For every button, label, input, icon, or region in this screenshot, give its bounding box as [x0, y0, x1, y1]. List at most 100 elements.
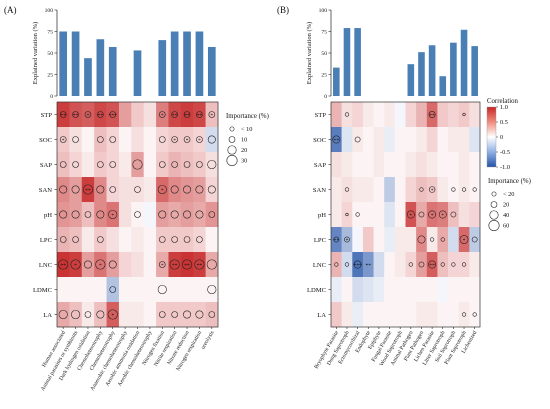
heatmap-cell: [341, 277, 353, 303]
heatmap-cell: [180, 152, 194, 178]
importance-circle: [429, 237, 435, 242]
importance-circle: [208, 311, 216, 318]
heatmap-cell: [81, 227, 95, 253]
heatmap-cell: [81, 177, 95, 203]
heatmap-cell: [373, 252, 385, 278]
heatmap-cell: [341, 302, 353, 328]
significance-stars: *: [99, 263, 102, 269]
importance-circle: [428, 111, 436, 118]
heatmap-row-label: LNC: [39, 262, 53, 269]
heatmap-cell: [426, 277, 438, 303]
heatmap-cell: [180, 127, 194, 153]
importance-circle: [171, 111, 178, 118]
bar-y-axis-label: Explained variation (%): [32, 22, 39, 84]
importance-circle: [206, 259, 217, 270]
bar: [460, 29, 468, 97]
heatmap-cell: [193, 252, 206, 278]
importance-circle: [451, 262, 456, 267]
heatmap-cell: [394, 302, 406, 328]
heatmap-cell: [118, 277, 132, 303]
heatmap-cell: [81, 252, 95, 278]
heatmap-cell: [448, 227, 460, 253]
importance-circle: [134, 186, 141, 193]
bar: [471, 46, 478, 96]
heatmap-cell: [437, 152, 449, 178]
importance-circle: [96, 310, 105, 319]
importance-legend-circle: [490, 201, 498, 208]
heatmap-cell: [118, 177, 132, 203]
importance-circle: [183, 185, 192, 194]
heatmap-cell: [416, 277, 428, 303]
importance-circle: [417, 235, 426, 244]
significance-stars: **: [85, 188, 91, 194]
heatmap-cell: [416, 152, 428, 178]
heatmap-cell: [168, 152, 182, 178]
heatmap-row-label: LNC: [313, 262, 327, 269]
heatmap-row-label: LA: [43, 312, 52, 319]
heatmap-cell: [118, 102, 132, 128]
heatmap-cell: [81, 152, 95, 178]
heatmap-cell: [458, 152, 470, 178]
heatmap-cell: [331, 252, 342, 278]
importance-circle: [169, 259, 180, 270]
heatmap-cell: [81, 277, 95, 303]
importance-circle: [108, 260, 117, 269]
heatmap-cell: [143, 227, 157, 253]
heatmap-cell: [193, 227, 206, 253]
heatmap-cell: [437, 102, 449, 128]
heatmap-cell: [405, 152, 417, 178]
significance-stars: ***: [109, 113, 118, 119]
heatmap-cell: [106, 252, 120, 278]
significance-stars: *: [173, 138, 176, 144]
heatmap-cell: [131, 202, 144, 228]
bar: [343, 28, 351, 97]
heatmap-cell: [168, 102, 182, 128]
importance-circle: [158, 311, 166, 318]
heatmap-cell: [106, 152, 120, 178]
importance-circle: [332, 135, 341, 144]
heatmap-row-label: SAP: [314, 162, 326, 169]
heatmap-cell: [426, 152, 438, 178]
importance-circle: [471, 236, 478, 243]
heatmap-cell: [469, 102, 481, 128]
panel-letter: (B): [277, 5, 289, 15]
importance-circle: [207, 135, 216, 144]
heatmap-cell: [448, 177, 460, 203]
heatmap-cell: [448, 302, 460, 328]
importance-legend-title: Importance (%): [488, 178, 531, 185]
importance-circle: [59, 236, 67, 243]
bar: [439, 76, 447, 96]
heatmap-cell: [373, 152, 385, 178]
importance-circle: [462, 112, 466, 117]
significance-stars: *: [62, 138, 65, 144]
heatmap-cell: [143, 252, 157, 278]
importance-circle: [208, 111, 216, 118]
heatmap-row-label: SOC: [313, 137, 326, 144]
importance-circle: [183, 310, 192, 319]
importance-legend-label: < 10: [241, 126, 252, 133]
importance-circle: [170, 185, 179, 194]
importance-circle: [196, 111, 203, 118]
importance-circle: [158, 111, 166, 118]
heatmap-cell: [416, 177, 428, 203]
importance-legend-label: 40: [503, 212, 509, 219]
significance-stars: *: [111, 213, 114, 219]
heatmap-cell: [458, 277, 470, 303]
bar: [84, 58, 92, 96]
heatmap-cell: [352, 252, 364, 278]
heatmap-cell: [437, 202, 449, 228]
heatmap-cell: [362, 252, 374, 278]
bar-y-tick-label: 50: [47, 51, 53, 57]
heatmap-row-label: pH: [318, 212, 326, 219]
heatmap-row-label: SAN: [313, 187, 326, 194]
heatmap-cell: [94, 227, 107, 253]
bar: [418, 52, 425, 96]
importance-circle: [107, 309, 118, 320]
heatmap-cell: [168, 127, 182, 153]
significance-stars: ***: [353, 263, 362, 269]
heatmap-cell: [180, 227, 194, 253]
importance-circle: [344, 112, 350, 117]
importance-circle: [157, 184, 167, 195]
bar: [59, 31, 68, 96]
